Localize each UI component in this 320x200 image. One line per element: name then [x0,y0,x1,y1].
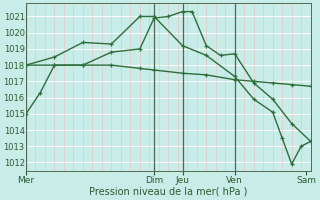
X-axis label: Pression niveau de la mer( hPa ): Pression niveau de la mer( hPa ) [89,187,247,197]
